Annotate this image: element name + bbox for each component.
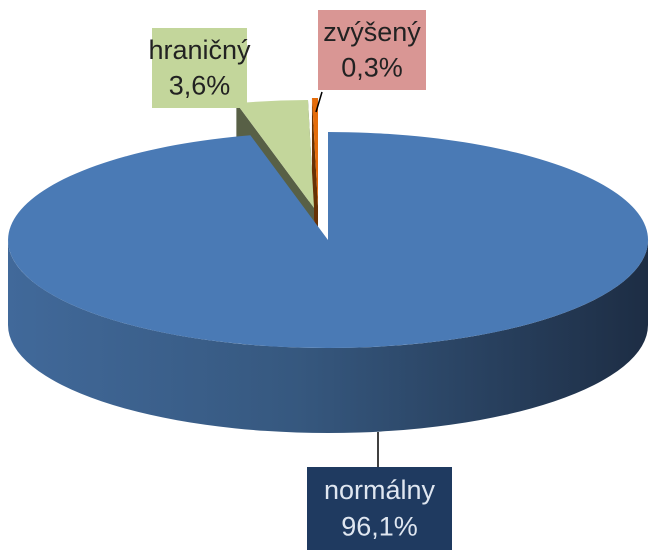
slice: [236, 100, 314, 208]
label-category: hraničný: [148, 35, 251, 65]
label-value: 3,6%: [169, 70, 231, 100]
slice-wall: [8, 240, 648, 433]
label-category: zvýšený: [323, 17, 421, 47]
label-value: 0,3%: [341, 52, 403, 82]
slice: [311, 98, 318, 206]
slice: [8, 132, 649, 349]
label-category: normálny: [324, 475, 436, 505]
label-box: [318, 10, 426, 90]
label-value: 96,1%: [341, 512, 418, 542]
label-box: [152, 28, 247, 108]
label-box: [307, 467, 452, 550]
leader-line: [315, 91, 323, 113]
